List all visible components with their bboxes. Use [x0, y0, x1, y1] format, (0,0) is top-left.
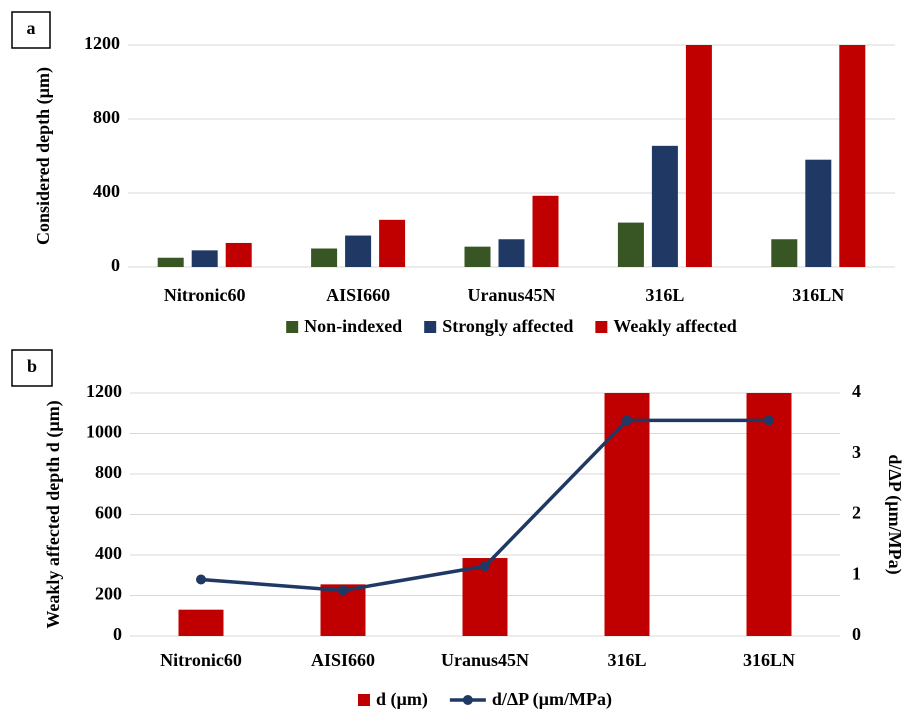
- bar: [746, 393, 792, 636]
- x-tick-label: 316L: [607, 650, 646, 670]
- y-axis-label: Weakly affected depth d (µm): [43, 400, 64, 628]
- y-axis-label: Considered depth (µm): [33, 67, 54, 245]
- x-tick-label: AISI660: [326, 285, 390, 305]
- x-tick-label: Uranus45N: [441, 650, 529, 670]
- panel-label: b: [27, 356, 37, 376]
- x-tick-label: AISI660: [311, 650, 375, 670]
- x-tick-label: 316LN: [743, 650, 795, 670]
- legend-item: d/ΔP (µm/MPa): [449, 689, 612, 710]
- bar: [498, 239, 525, 267]
- legend-swatch: [357, 694, 370, 706]
- y2-tick-label: 2: [852, 503, 861, 523]
- y-tick-label: 600: [95, 503, 122, 523]
- y-tick-label: 1200: [84, 33, 120, 53]
- y-tick-label: 0: [113, 624, 122, 644]
- legend-label: Non-indexed: [304, 316, 402, 336]
- bar: [685, 45, 712, 267]
- bar: [157, 257, 184, 267]
- line-point: [196, 574, 206, 585]
- legend-label: d (µm): [376, 689, 428, 710]
- x-tick-label: Uranus45N: [467, 285, 555, 305]
- legend-swatch: [286, 321, 299, 333]
- bar: [178, 609, 224, 636]
- y-tick-label: 400: [95, 543, 122, 563]
- legend-swatch: [595, 321, 608, 333]
- x-tick-label: Nitronic60: [164, 285, 246, 305]
- y2-tick-label: 1: [852, 563, 861, 583]
- line-point: [338, 585, 348, 596]
- bar: [805, 159, 832, 267]
- line-point: [622, 415, 632, 426]
- legend-label: Strongly affected: [442, 316, 573, 336]
- y2-tick-label: 3: [852, 442, 861, 462]
- legend-item: Non-indexed: [286, 316, 402, 336]
- y-tick-label: 800: [93, 107, 120, 127]
- bar: [311, 248, 338, 267]
- bar: [617, 222, 644, 267]
- bar: [225, 242, 252, 267]
- y-tick-label: 400: [93, 181, 120, 201]
- legend-label: Weakly affected: [613, 316, 736, 336]
- y2-tick-label: 0: [852, 624, 861, 644]
- y-tick-label: 200: [95, 584, 122, 604]
- y-tick-label: 0: [111, 255, 120, 275]
- legend-label: d/ΔP (µm/MPa): [492, 689, 612, 710]
- bar: [604, 393, 650, 636]
- legend-dot: [462, 695, 473, 705]
- legend-swatch: [424, 321, 437, 333]
- legend-item: Weakly affected: [595, 316, 737, 336]
- bar: [191, 250, 218, 267]
- line-point: [480, 561, 490, 572]
- bar: [839, 45, 866, 267]
- bar: [464, 246, 491, 267]
- y-tick-label: 800: [95, 462, 122, 482]
- x-tick-label: 316L: [645, 285, 684, 305]
- x-tick-label: 316LN: [792, 285, 844, 305]
- y2-tick-label: 4: [852, 381, 861, 401]
- line-point: [764, 415, 774, 426]
- legend-item: Strongly affected: [424, 316, 573, 336]
- bar: [345, 235, 372, 267]
- panel-label-box: [11, 349, 53, 387]
- bar: [771, 239, 798, 267]
- y2-axis-label: d/ΔP (µm/MPa): [884, 454, 905, 574]
- bar: [532, 195, 559, 267]
- legend-item: d (µm): [357, 689, 428, 710]
- panel-label: a: [27, 18, 36, 38]
- y-tick-label: 1200: [86, 381, 122, 401]
- panel-label-box: [11, 11, 51, 49]
- bar: [379, 219, 406, 267]
- x-tick-label: Nitronic60: [160, 650, 242, 670]
- bar: [651, 145, 678, 267]
- y-tick-label: 1000: [86, 422, 122, 442]
